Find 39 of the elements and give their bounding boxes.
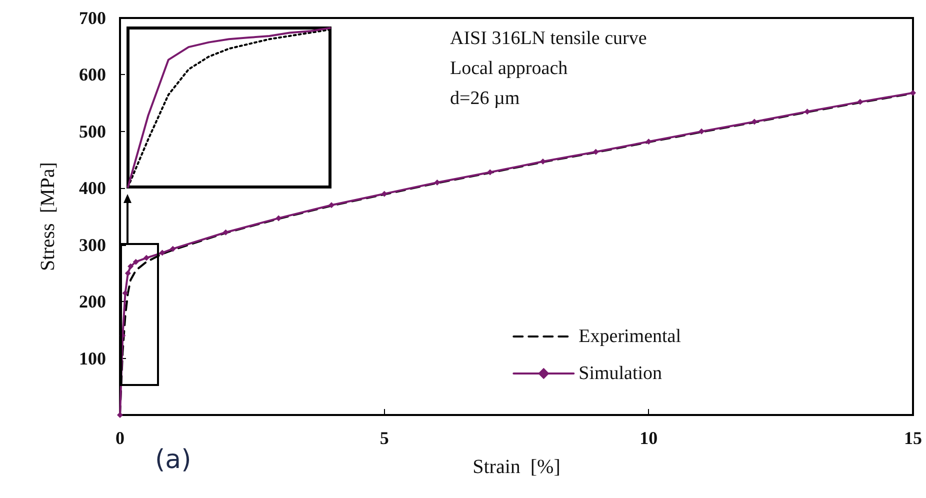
y-tick-label: 500 (79, 121, 106, 142)
x-tick-label: 0 (116, 428, 124, 448)
y-tick-label: 400 (79, 178, 106, 198)
text: (a) (155, 445, 192, 475)
y-tick-label: 600 (79, 64, 106, 85)
legend-label: Simulation (578, 363, 663, 384)
x-tick-label: 5 (380, 428, 389, 448)
y-tick-label: 200 (79, 292, 106, 312)
point (804, 108, 810, 115)
x-tick-label: 15 (904, 428, 922, 448)
legend-label: Experimental (578, 326, 682, 347)
y-tick-label: 300 (79, 234, 106, 255)
point (170, 246, 176, 252)
x-tick-label: 10 (640, 428, 658, 448)
point (540, 158, 546, 164)
point (857, 98, 864, 105)
point (143, 254, 150, 261)
y-tick-label: 100 (79, 348, 106, 368)
point (132, 258, 139, 265)
point (487, 169, 494, 176)
annotation: AISI 316LN tensile curve (450, 28, 647, 50)
point (124, 270, 131, 276)
point (128, 263, 134, 270)
point (159, 250, 166, 256)
annotation: d=26 µm (450, 88, 520, 110)
y-tick-label: 700 (79, 8, 106, 28)
point (276, 215, 282, 222)
point (222, 229, 229, 236)
y-axis-title: Stress [MPa] (37, 162, 59, 271)
point (646, 138, 652, 145)
annotation: Local approach (450, 58, 568, 80)
point (698, 128, 705, 134)
point (117, 412, 123, 418)
point (328, 202, 334, 208)
point (751, 118, 758, 125)
point (910, 90, 916, 96)
point (381, 190, 388, 197)
x-axis-title: Strain [%] (472, 456, 560, 478)
point (592, 148, 599, 155)
